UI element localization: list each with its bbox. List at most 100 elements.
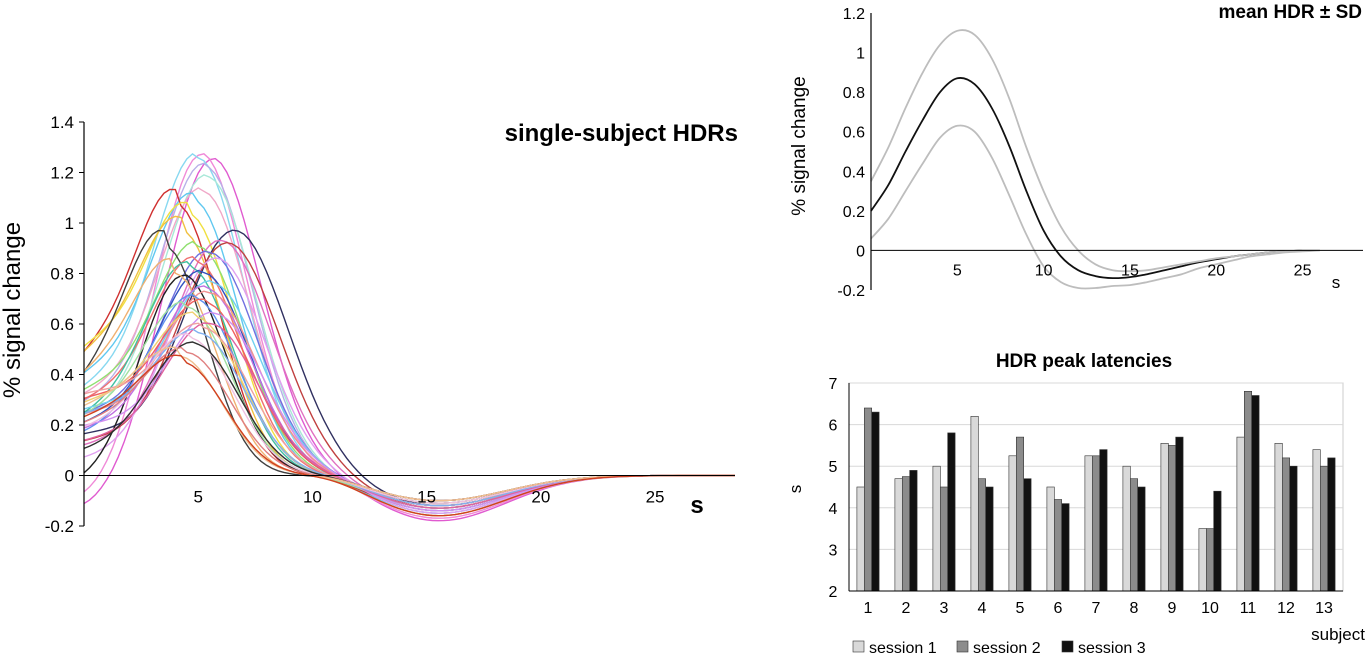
chart3-bar [863,407,872,592]
chart1-x-ticks: 5 10 15 20 25 [193,488,664,507]
chart3-x-tick-label: 11 [1240,600,1257,617]
chart1-y-tick-label: 1.4 [50,113,74,132]
chart3-bar [970,415,979,592]
chart3-legend-swatch [956,640,969,653]
chart3-bar [1236,436,1245,592]
chart3-xlabel: subject [1311,625,1365,644]
chart1-series-line [83,311,735,504]
chart1-y-tick-label: 1.2 [50,164,74,183]
chart3-bar [1099,449,1108,592]
chart1-series-line [83,241,735,509]
chart1-series-line [83,346,735,502]
chart1-x-tick-label: 15 [417,488,436,507]
chart3-bar [1054,499,1063,592]
chart1-x-tick-label: 10 [303,488,322,507]
chart2-mean-line [870,77,1303,280]
chart3-bar [1168,445,1177,592]
chart3-bar [1244,390,1253,592]
chart1-series-line [83,285,735,509]
chart1-y-tick-label: 0 [65,467,74,486]
chart2-ylabel: % signal change [789,76,810,215]
chart1-x-tick-label: 5 [193,488,202,507]
chart2-y-tick-label: 1.2 [843,6,865,23]
chart3-bar [856,486,865,592]
chart2-x-tick-label: 25 [1294,262,1312,279]
chart3-x-tick-label: 4 [978,600,987,617]
chart1-curves [83,153,735,522]
chart3-bar [1122,465,1131,592]
chart3-x-tick-label: 6 [1054,600,1063,617]
chart1-y-tick-label: 0.6 [50,315,74,334]
chart2-x-tick-label: 15 [1121,262,1139,279]
chart3-bars [856,390,1336,592]
chart3-bar [977,478,986,592]
chart3-bar [1289,465,1298,592]
chart3-bar [1084,455,1093,592]
chart3-bar [1160,442,1169,592]
chart3-bar [1274,442,1283,592]
single-subject-hdr-chart: single-subject HDRs % signal change s -0… [0,113,738,536]
chart3-bar [985,486,994,592]
chart3-x-tick-label: 8 [1130,600,1139,617]
chart2-y-tick-label: 1 [856,46,865,63]
chart3-bar [1198,528,1207,592]
chart3-bar [901,476,910,592]
chart3-bar [1327,457,1336,592]
chart1-title: single-subject HDRs [505,120,738,147]
chart1-ylabel: % signal change [0,222,26,398]
chart1-y-tick-label: 1 [65,214,74,233]
chart3-bar [1061,503,1070,592]
chart3-x-tick-label: 1 [864,600,873,617]
chart1-y-tick-label: 0.4 [50,366,74,385]
chart3-x-tick-label: 9 [1168,600,1177,617]
chart3-title: HDR peak latencies [996,351,1172,372]
chart1-series-line [83,257,735,514]
chart2-y-tick-label: 0.8 [843,85,865,102]
chart3-x-tick-label: 13 [1315,600,1333,617]
chart1-y-tick-label: 0.2 [50,416,74,435]
chart3-x-tick-label: 3 [940,600,949,617]
chart2-title: mean HDR ± SD [1219,2,1362,23]
chart1-series-line [83,239,735,512]
chart3-legend: session 1 session 2 session 3 [852,640,1146,657]
chart1-series-line [83,215,735,517]
chart3-y-tick-label: 3 [829,542,838,559]
chart1-series-line [83,322,735,509]
chart1-y-tick-label: -0.2 [45,517,74,536]
chart3-bar [1175,436,1184,592]
chart2-curves [870,29,1320,290]
chart3-bar [1251,395,1260,592]
chart3-y-tick-label: 4 [829,501,838,518]
chart3-x-ticks: 1 2 3 4 5 6 7 8 9 10 11 12 13 [864,600,1333,617]
chart1-series-line [83,187,735,512]
chart1-series-line [83,250,735,507]
chart3-x-tick-label: 5 [1016,600,1025,617]
chart2-y-ticks: -0.2 0 0.2 0.4 0.6 0.8 1 1.2 [837,6,865,300]
chart1-series-line [83,229,735,502]
chart3-bar [1213,490,1222,592]
chart3-y-tick-label: 7 [829,376,838,393]
chart3-bar [1092,455,1101,592]
chart3-x-tick-label: 7 [1092,600,1101,617]
chart1-x-tick-label: 25 [646,488,665,507]
chart2-sd-line [870,29,1320,273]
chart3-bar [1130,478,1139,592]
chart1-xlabel: s [690,492,703,519]
chart3-legend-label: session 3 [1078,640,1146,657]
chart3-y-tick-label: 6 [829,418,838,435]
chart3-x-tick-label: 2 [902,600,911,617]
chart2-x-tick-label: 20 [1207,262,1225,279]
chart3-bar [1008,455,1017,592]
chart1-series-line [83,346,735,502]
chart3-bar [909,470,918,592]
chart3-bar [1015,436,1024,592]
chart1-series-line [83,274,735,504]
chart3-legend-swatch [1061,640,1074,653]
chart2-x-tick-label: 10 [1035,262,1053,279]
chart1-series-line [83,332,735,504]
mean-hdr-chart: mean HDR ± SD % signal change s -0.2 0 0.2… [789,2,1363,300]
chart3-bar [1137,486,1146,592]
chart1-series-line [83,257,735,507]
chart3-legend-swatch [852,640,865,653]
